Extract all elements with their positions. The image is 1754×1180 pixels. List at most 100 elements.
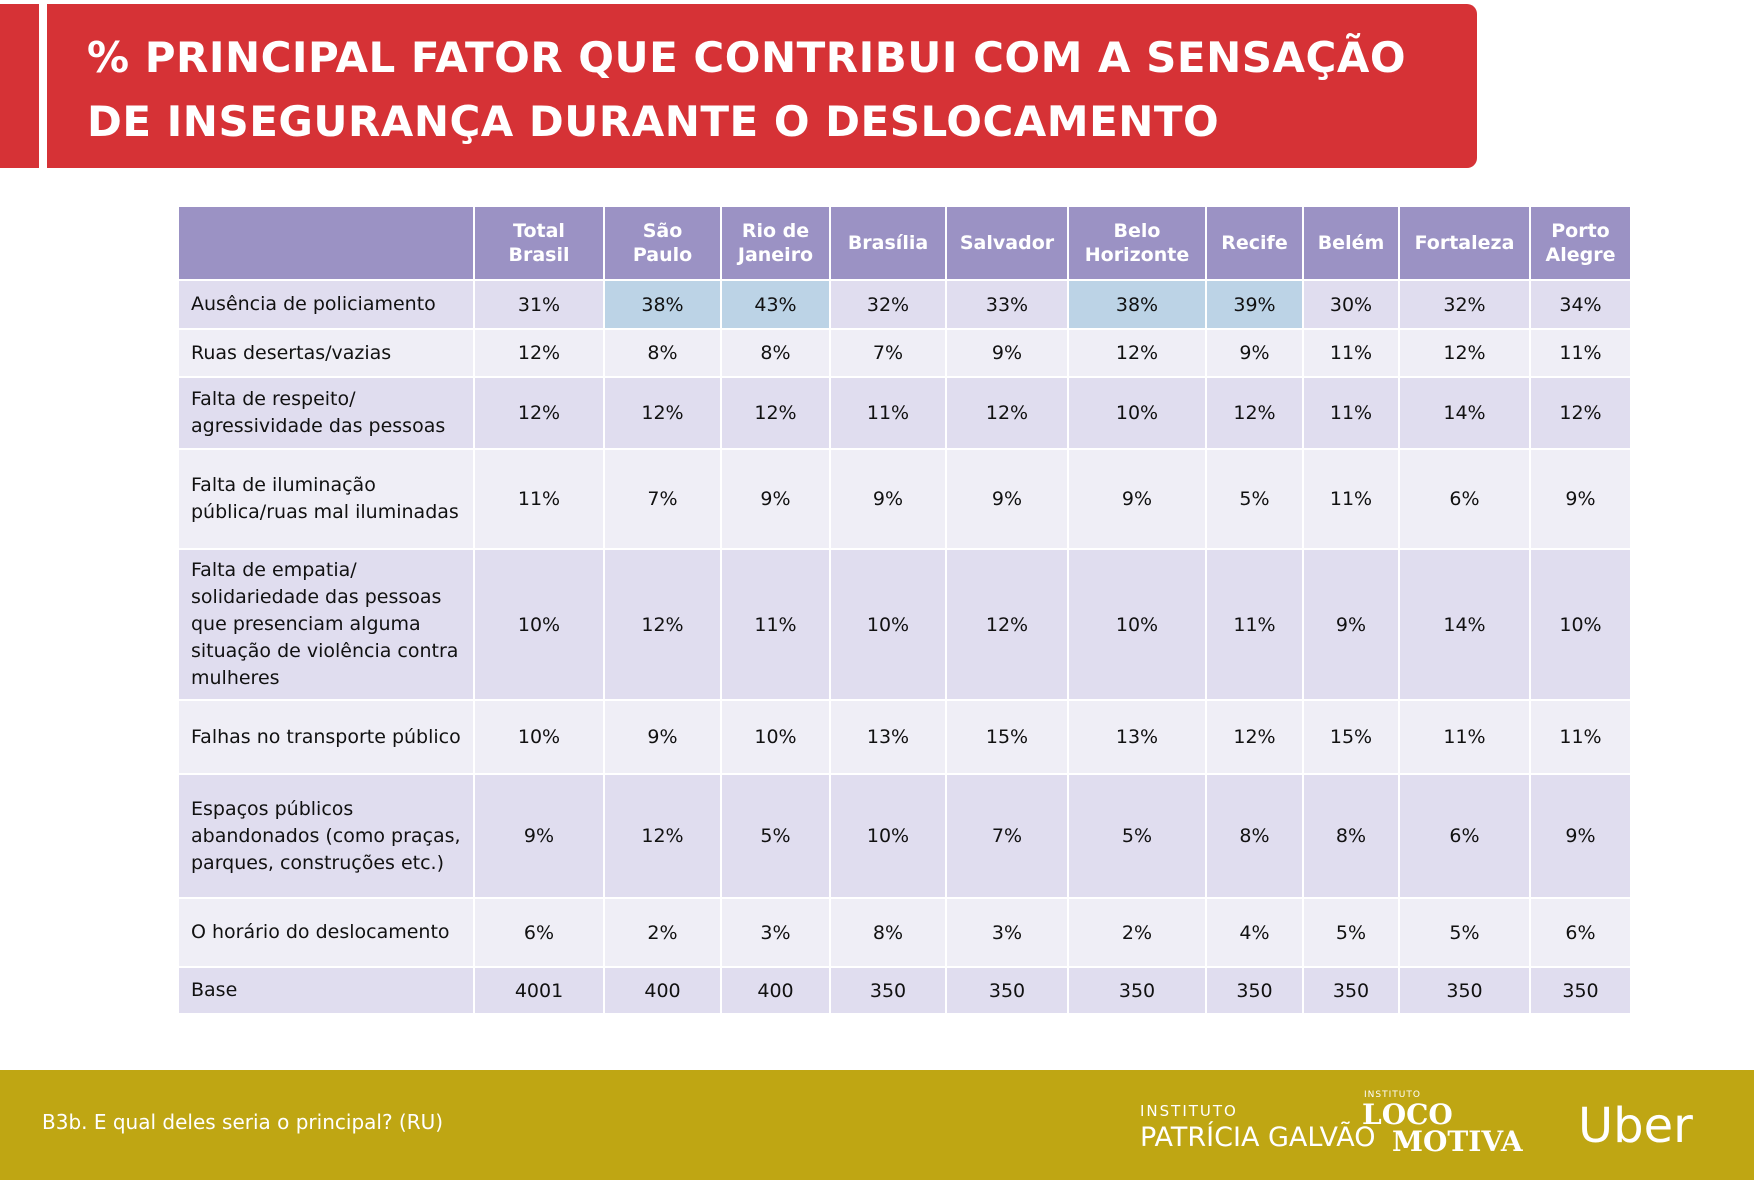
data-table: Total Brasil São Paulo Rio de Janeiro Brasí… (177, 205, 1632, 1015)
logo-text: Uber (1578, 1098, 1693, 1154)
accent-bar (0, 4, 39, 168)
value-cell: 11% (1398, 699, 1531, 775)
logo-text: INSTITUTO (1364, 1090, 1421, 1100)
table-row: Falta de iluminação pública/ruas mal ilu… (177, 448, 1632, 550)
value-cell: 350 (1067, 966, 1207, 1015)
value-cell: 7% (603, 448, 722, 550)
value-cell: 4001 (473, 966, 605, 1015)
value-cell: 12% (945, 548, 1069, 701)
value-cell: 43% (720, 279, 831, 330)
value-cell: 3% (945, 897, 1069, 968)
row-label: O horário do deslocamento (177, 897, 475, 968)
value-cell: 350 (1398, 966, 1531, 1015)
value-cell: 32% (829, 279, 947, 330)
value-cell: 14% (1398, 376, 1531, 450)
value-cell: 12% (720, 376, 831, 450)
value-cell: 7% (945, 773, 1069, 899)
row-label: Ausência de policiamento (177, 279, 475, 330)
value-cell: 6% (1398, 448, 1531, 550)
table-row: Espaços públicos abandonados (como praça… (177, 773, 1632, 899)
value-cell: 5% (1205, 448, 1304, 550)
value-cell: 3% (720, 897, 831, 968)
value-cell: 9% (1067, 448, 1207, 550)
value-cell: 9% (603, 699, 722, 775)
value-cell: 9% (720, 448, 831, 550)
value-cell: 9% (1529, 448, 1632, 550)
value-cell: 11% (1302, 448, 1400, 550)
table-row: Ruas desertas/vazias 12% 8% 8% 7% 9% 12% 9% 11% 1… (177, 328, 1632, 378)
value-cell: 350 (945, 966, 1069, 1015)
column-header: Belo Horizonte (1067, 205, 1207, 281)
table-row: O horário do deslocamento 6% 2% 3% 8% 3% 2% 4% 5… (177, 897, 1632, 968)
value-cell: 11% (1205, 548, 1304, 701)
value-cell: 12% (1529, 376, 1632, 450)
table-row: Falhas no transporte público 10% 9% 10% 13% 1… (177, 699, 1632, 775)
value-cell: 14% (1398, 548, 1531, 701)
value-cell: 5% (1302, 897, 1400, 968)
value-cell: 12% (473, 328, 605, 378)
value-cell: 32% (1398, 279, 1531, 330)
value-cell: 9% (1529, 773, 1632, 899)
value-cell: 11% (473, 448, 605, 550)
column-header: Porto Alegre (1529, 205, 1632, 281)
table-row: Ausência de policiamento 31% 38% 43% 32% 33% 3… (177, 279, 1632, 330)
column-header: Belém (1302, 205, 1400, 281)
table-row: Falta de empatia/ solidariedade das pess… (177, 548, 1632, 701)
value-cell: 10% (1529, 548, 1632, 701)
row-label: Falta de iluminação pública/ruas mal ilu… (177, 448, 475, 550)
table-row: Falta de respeito/ agressividade das pes… (177, 376, 1632, 450)
value-cell: 30% (1302, 279, 1400, 330)
corner-cell (177, 205, 475, 281)
row-label: Falta de respeito/ agressividade das pes… (177, 376, 475, 450)
column-header: Brasília (829, 205, 947, 281)
value-cell: 350 (1529, 966, 1632, 1015)
value-cell: 38% (603, 279, 722, 330)
value-cell: 12% (603, 773, 722, 899)
value-cell: 9% (945, 448, 1069, 550)
value-cell: 10% (1067, 376, 1207, 450)
column-header: Rio de Janeiro (720, 205, 831, 281)
value-cell: 9% (945, 328, 1069, 378)
row-label: Ruas desertas/vazias (177, 328, 475, 378)
title: % PRINCIPAL FATOR QUE CONTRIBUI COM A SE… (87, 33, 1407, 146)
row-label: Espaços públicos abandonados (como praça… (177, 773, 475, 899)
value-cell: 400 (720, 966, 831, 1015)
value-cell: 11% (1529, 699, 1632, 775)
value-cell: 6% (1529, 897, 1632, 968)
header-row: Total Brasil São Paulo Rio de Janeiro Brasí… (177, 205, 1632, 281)
value-cell: 5% (1398, 897, 1531, 968)
row-label: Falhas no transporte público (177, 699, 475, 775)
value-cell: 33% (945, 279, 1069, 330)
value-cell: 6% (1398, 773, 1531, 899)
value-cell: 400 (603, 966, 722, 1015)
value-cell: 350 (1302, 966, 1400, 1015)
footnote: B3b. E qual deles seria o principal? (RU… (42, 1110, 444, 1134)
value-cell: 15% (1302, 699, 1400, 775)
value-cell: 11% (829, 376, 947, 450)
column-header: Total Brasil (473, 205, 605, 281)
value-cell: 11% (1302, 328, 1400, 378)
value-cell: 10% (1067, 548, 1207, 701)
value-cell: 15% (945, 699, 1069, 775)
value-cell: 39% (1205, 279, 1304, 330)
value-cell: 350 (829, 966, 947, 1015)
value-cell: 10% (829, 773, 947, 899)
value-cell: 350 (1205, 966, 1304, 1015)
value-cell: 11% (720, 548, 831, 701)
value-cell: 10% (473, 548, 605, 701)
value-cell: 38% (1067, 279, 1207, 330)
value-cell: 9% (829, 448, 947, 550)
value-cell: 8% (1302, 773, 1400, 899)
table-row: Base 4001 400 400 350 350 350 350 350 350 350 (177, 966, 1632, 1015)
column-header: Fortaleza (1398, 205, 1531, 281)
value-cell: 8% (603, 328, 722, 378)
value-cell: 6% (473, 897, 605, 968)
logo-text: LOCO (1362, 1098, 1453, 1131)
column-header: Salvador (945, 205, 1069, 281)
footer: B3b. E qual deles seria o principal? (RU… (0, 1070, 1754, 1180)
value-cell: 12% (603, 376, 722, 450)
value-cell: 11% (1302, 376, 1400, 450)
value-cell: 12% (945, 376, 1069, 450)
value-cell: 8% (720, 328, 831, 378)
value-cell: 8% (829, 897, 947, 968)
